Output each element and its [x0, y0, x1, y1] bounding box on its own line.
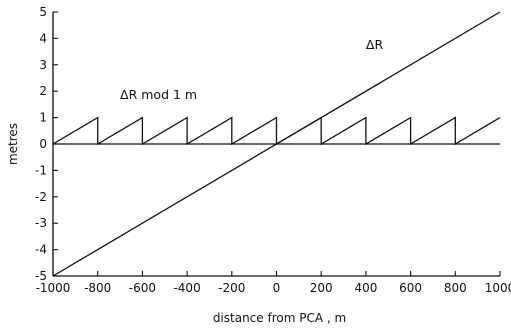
y-tick-label: 3: [39, 58, 47, 72]
labels: ΔR ΔR mod 1 m distance from PCA , m metres: [6, 37, 383, 325]
y-tick-label: -4: [35, 243, 47, 257]
series-layer: [52, 11, 501, 277]
y-tick-label: 4: [39, 31, 47, 45]
x-tick-label: 600: [399, 281, 422, 295]
x-tick-label: 200: [310, 281, 333, 295]
x-tick-label: -600: [129, 281, 156, 295]
x-tick-label: 400: [354, 281, 377, 295]
y-tick-label: 1: [39, 111, 47, 125]
series-label-delta-r: ΔR: [366, 37, 384, 52]
y-tick-label: 0: [39, 137, 47, 151]
series-delta-r-mod-1m-line: [52, 116, 501, 146]
x-tick-label: 1000: [485, 281, 511, 295]
x-tick-label: 0: [273, 281, 281, 295]
y-tick-label: -1: [35, 163, 47, 177]
x-tick-label: -200: [218, 281, 245, 295]
x-tick-label: -1000: [36, 281, 71, 295]
x-tick-label: -400: [173, 281, 200, 295]
x-tick-label: -800: [84, 281, 111, 295]
y-tick-label: -3: [35, 216, 47, 230]
ticks: -5 -4 -3 -2 -1 0 1 2 3 4 5 -1000 -800 -600 -400 -200 0 20…: [35, 5, 511, 295]
y-tick-label: 5: [39, 5, 47, 19]
x-tick-label: 800: [444, 281, 467, 295]
y-axis-title: metres: [6, 123, 20, 165]
y-tick-label: -5: [35, 269, 47, 283]
series-label-delta-r-mod-1m: ΔR mod 1 m: [120, 87, 197, 102]
x-axis-title: distance from PCA , m: [213, 311, 346, 325]
y-tick-label: -2: [35, 190, 47, 204]
y-tick-label: 2: [39, 84, 47, 98]
